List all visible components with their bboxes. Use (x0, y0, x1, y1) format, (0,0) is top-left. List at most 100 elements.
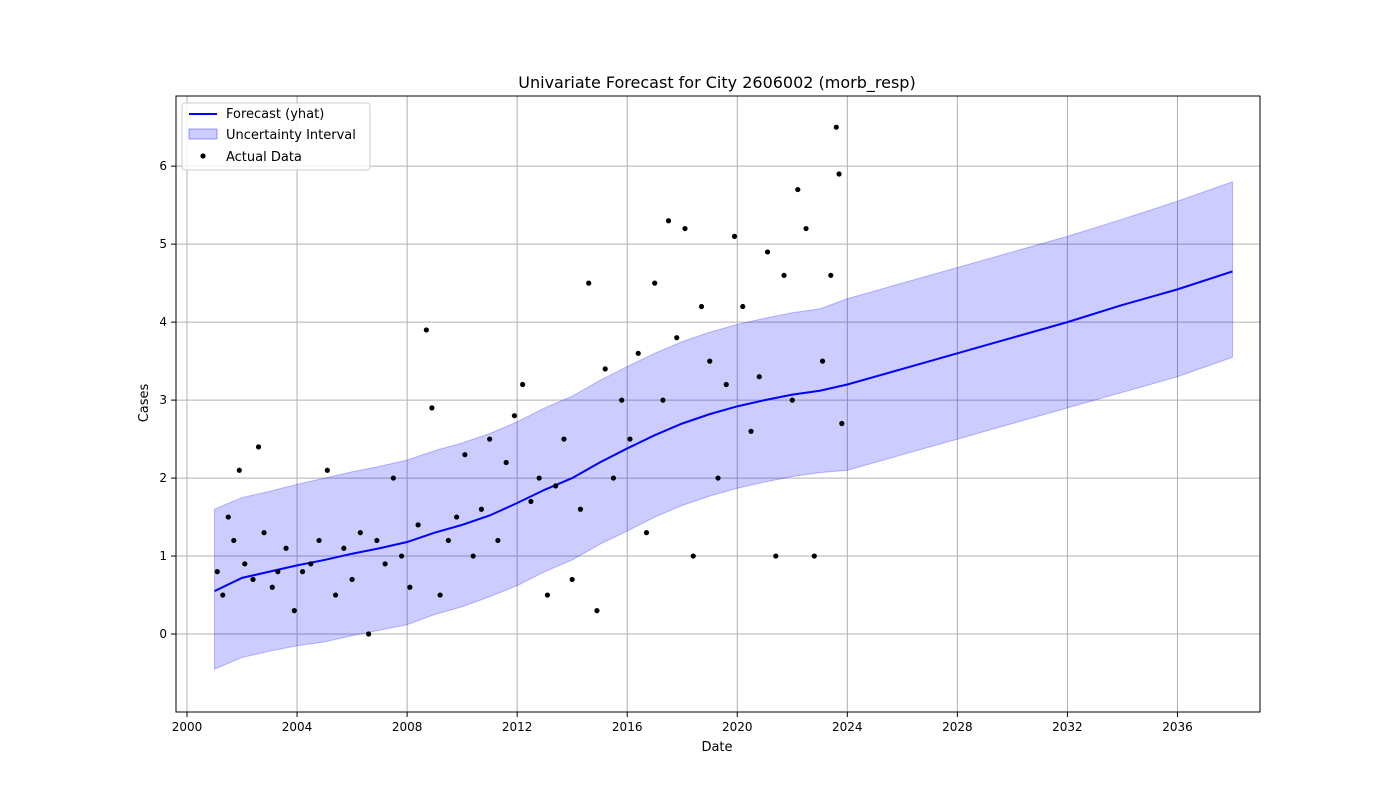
actual-data-point (250, 576, 256, 583)
actual-data-point (275, 569, 281, 575)
forecast-line (214, 270, 1233, 593)
actual-data-point (674, 335, 680, 341)
legend: Forecast (yhat) Uncertainty Interval Act… (181, 102, 371, 171)
plot-frame (175, 95, 1261, 713)
legend-actual-swatch (200, 153, 206, 159)
actual-data-point (660, 397, 666, 403)
actual-data-point (839, 420, 845, 427)
legend-band-swatch (188, 128, 218, 140)
actual-data-point (602, 366, 608, 372)
actual-data-point (390, 475, 396, 481)
actual-data-point (833, 124, 839, 130)
x-tick-label: 2004 (282, 720, 313, 734)
legend-box (181, 102, 371, 171)
uncertainty-band-layer (214, 181, 1233, 670)
x-tick-label: 2032 (1052, 720, 1083, 734)
actual-data-point (429, 405, 435, 411)
actual-data-point (690, 553, 696, 559)
actual-data-point (324, 467, 330, 473)
actual-data-point (503, 459, 509, 466)
x-tick-label: 2008 (392, 720, 423, 734)
actual-data-point (819, 358, 826, 364)
actual-data-point (536, 475, 542, 481)
actual-data-point (828, 272, 834, 278)
actual-data-point (283, 545, 289, 551)
actual-data-point (365, 631, 372, 637)
x-axis-ticks: 2000 2004 2008 2012 2016 2020 2024 2028 2032 2036 (172, 712, 1193, 734)
chart-title: Univariate Forecast for City 2606002 (mo… (518, 73, 915, 93)
actual-data-point (454, 514, 460, 520)
x-tick-label: 2000 (172, 720, 203, 734)
actual-data-point (756, 374, 762, 380)
x-tick-label: 2024 (832, 720, 863, 734)
actual-data-point (261, 530, 267, 536)
actual-data-point (707, 358, 713, 364)
actual-data-point (214, 569, 220, 575)
uncertainty-band (214, 181, 1233, 670)
y-axis-ticks: 0 1 2 3 4 5 6 (159, 159, 176, 641)
actual-data-point (627, 436, 633, 442)
actual-data-point (437, 592, 443, 598)
actual-data-point (665, 218, 672, 224)
actual-data-point (619, 397, 625, 403)
actual-data-point (520, 381, 526, 388)
x-tick-label: 2020 (722, 720, 753, 734)
actual-data-point (764, 249, 771, 255)
actual-data-point (731, 233, 738, 239)
actual-data-point (255, 444, 262, 450)
actual-data-point (594, 608, 600, 614)
actual-data-point (291, 608, 297, 614)
actual-data-point (789, 397, 795, 403)
y-tick-label: 6 (159, 159, 167, 173)
actual-data-point (495, 537, 501, 544)
legend-band-label: Uncertainty Interval (226, 128, 356, 143)
actual-data-point (511, 413, 518, 419)
actual-data-layer (214, 124, 845, 637)
actual-data-point (643, 530, 650, 536)
actual-data-point (635, 350, 641, 356)
actual-data-point (811, 553, 817, 559)
actual-data-point (308, 561, 314, 567)
actual-data-point (299, 569, 306, 575)
actual-data-point (561, 436, 567, 442)
actual-data-point (462, 452, 468, 458)
actual-data-point (478, 506, 484, 512)
actual-data-point (487, 436, 493, 442)
actual-data-point (652, 280, 658, 286)
x-tick-label: 2016 (612, 720, 643, 734)
actual-data-point (544, 592, 551, 598)
actual-data-point (374, 537, 380, 544)
actual-data-point (242, 561, 248, 567)
actual-data-point (577, 506, 584, 512)
actual-data-point (231, 537, 237, 544)
actual-data-point (553, 483, 559, 489)
actual-data-point (220, 592, 226, 598)
x-tick-label: 2036 (1162, 720, 1193, 734)
actual-data-point (698, 303, 705, 310)
actual-data-point (399, 553, 405, 559)
actual-data-point (349, 576, 355, 583)
actual-data-point (836, 171, 842, 177)
actual-data-point (225, 514, 231, 520)
actual-data-point (740, 303, 746, 310)
y-tick-label: 4 (159, 315, 167, 329)
actual-data-point (341, 545, 347, 551)
x-tick-label: 2028 (942, 720, 973, 734)
y-tick-label: 3 (159, 393, 167, 407)
actual-data-point (773, 553, 779, 559)
x-tick-label: 2012 (502, 720, 533, 734)
actual-data-point (781, 272, 787, 278)
actual-data-point (332, 592, 339, 598)
actual-data-point (269, 584, 275, 590)
legend-forecast-label: Forecast (yhat) (226, 107, 324, 122)
actual-data-point (795, 186, 801, 193)
actual-data-point (415, 522, 421, 528)
legend-actual-label: Actual Data (226, 150, 302, 165)
actual-data-point (470, 553, 476, 559)
actual-data-point (528, 498, 534, 505)
forecast-line-layer (214, 270, 1233, 593)
actual-data-point (723, 381, 729, 388)
y-axis-label: Cases (137, 383, 152, 422)
actual-data-point (423, 327, 429, 333)
